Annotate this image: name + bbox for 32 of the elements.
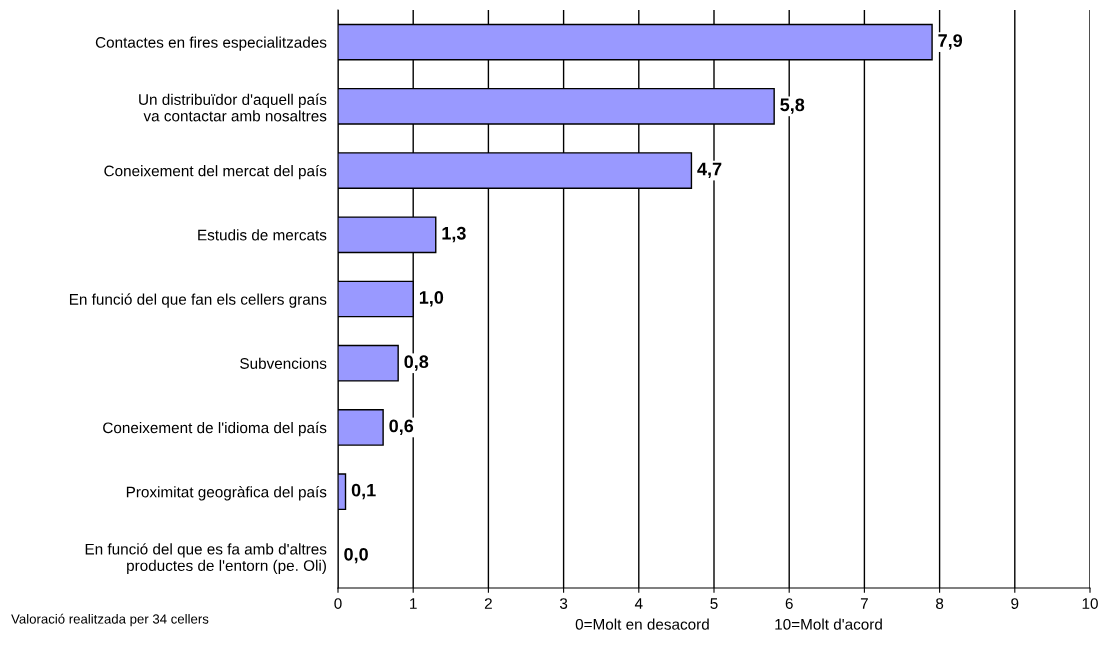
data-label: 1,3 bbox=[442, 226, 466, 243]
x-tick-label: 0 bbox=[334, 598, 342, 609]
x-tick-label: 10 bbox=[1082, 598, 1098, 609]
x-tick-label: 9 bbox=[1011, 598, 1019, 609]
y-tick-label: Un distribuïdor d'aquell país va contactar amb nosaltres bbox=[139, 93, 327, 122]
y-tick-label: En funció del que es fa amb d'altres productes de l'entorn (pe. Oli) bbox=[85, 543, 327, 575]
x-tick-label: 3 bbox=[559, 598, 568, 609]
y-tick-label: En funció del que fan els cellers grans bbox=[69, 293, 327, 308]
data-label: 0,8 bbox=[404, 355, 429, 371]
x-tick-label: 4 bbox=[634, 598, 643, 609]
y-tick-label: Subvencions bbox=[240, 357, 327, 369]
y-tick-label: Coneixement de l'idioma del país bbox=[103, 421, 327, 437]
data-label: 0,6 bbox=[389, 419, 414, 435]
x-tick-label: 1 bbox=[410, 598, 417, 609]
text: Valoració realitzada per 34 cellers bbox=[11, 613, 209, 627]
data-label: 7,9 bbox=[938, 34, 963, 50]
x-tick-label: 2 bbox=[484, 598, 492, 609]
y-tick-label: Contactes en fires especialitzades bbox=[95, 36, 327, 51]
text: 0=Molt en desacord bbox=[575, 618, 709, 630]
y-tick-label: Coneixement del mercat del país bbox=[104, 164, 327, 180]
text: 10=Molt d'acord bbox=[775, 618, 882, 630]
data-label: 0,1 bbox=[351, 483, 376, 500]
data-label: 4,7 bbox=[697, 162, 722, 179]
data-label: 5,8 bbox=[780, 98, 805, 114]
data-label: 1,0 bbox=[419, 291, 444, 307]
x-tick-label: 6 bbox=[785, 598, 793, 609]
x-tick-label: 5 bbox=[710, 598, 718, 609]
x-tick-label: 8 bbox=[936, 598, 944, 609]
data-label: 0,0 bbox=[344, 547, 368, 564]
x-tick-label: 7 bbox=[860, 598, 868, 609]
y-tick-label: Proximitat geogràfica del país bbox=[126, 486, 327, 501]
y-tick-label: Estudis de mercats bbox=[198, 229, 327, 241]
